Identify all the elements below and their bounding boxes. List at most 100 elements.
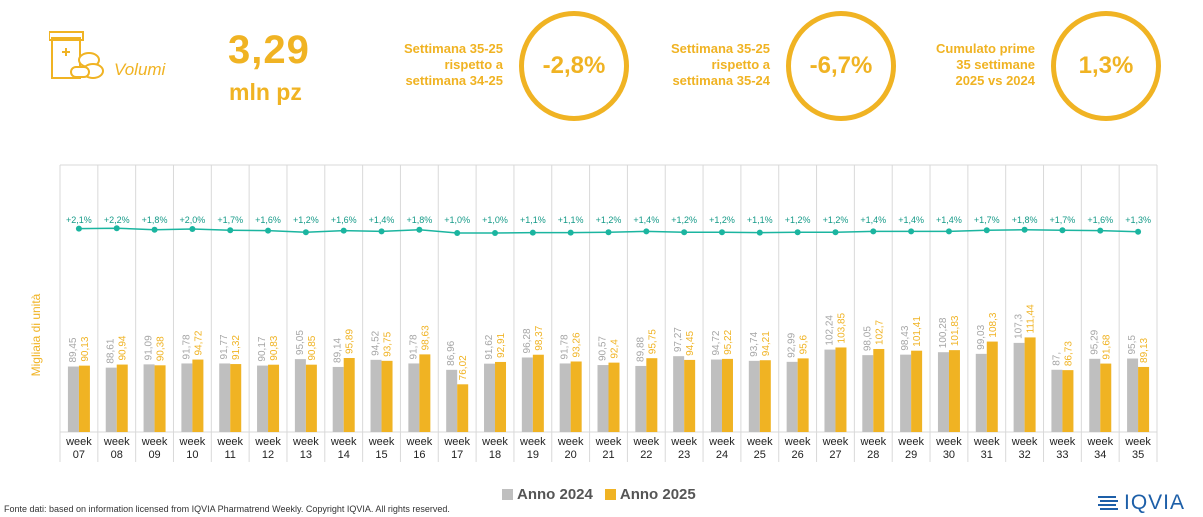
value-label-2024: 87, xyxy=(1051,352,1062,366)
growth-label: +1,0% xyxy=(482,215,508,225)
category-label: 15 xyxy=(375,449,387,461)
growth-point xyxy=(1097,227,1104,234)
bar-2025 xyxy=(797,358,809,432)
value-label-2025: 98,37 xyxy=(534,325,545,350)
value-label-2025: 90,94 xyxy=(118,335,129,360)
growth-label: +1,8% xyxy=(142,215,168,225)
value-label-2025: 76,02 xyxy=(458,355,469,380)
growth-point xyxy=(265,227,272,234)
bar-2024 xyxy=(521,357,533,432)
growth-point xyxy=(908,228,915,235)
bar-2025 xyxy=(986,341,998,432)
value-label-2025: 90,83 xyxy=(269,335,280,360)
value-label-2025: 93,75 xyxy=(383,331,394,356)
kpi-3-circle: 1,3% xyxy=(1051,11,1161,121)
bar-2024 xyxy=(1013,342,1025,432)
growth-point xyxy=(189,226,196,232)
category-label: 24 xyxy=(716,449,728,461)
bar-2024 xyxy=(635,365,647,432)
category-label: 20 xyxy=(565,449,577,461)
bar-2024 xyxy=(332,366,344,432)
category-label: week xyxy=(179,436,206,448)
category-label: week xyxy=(822,436,849,448)
category-label: week xyxy=(859,436,886,448)
value-label-2024: 91,78 xyxy=(181,334,192,359)
legend-item-2024: Anno 2024 xyxy=(502,486,593,503)
value-label-2024: 95,29 xyxy=(1089,329,1100,354)
category-label: week xyxy=(784,436,811,448)
kpi-2-value: -6,7% xyxy=(809,52,873,79)
category-label: week xyxy=(443,436,470,448)
growth-point xyxy=(1059,227,1066,234)
growth-label: +1,8% xyxy=(1012,215,1038,225)
kpi-2-label-line: Settimana 35-25 xyxy=(671,41,770,56)
category-label: 31 xyxy=(981,449,993,461)
bar-2025 xyxy=(684,359,696,432)
bar-2025 xyxy=(192,359,204,432)
kpi-3-label: Cumulato prime 35 settimane 2025 vs 2024 xyxy=(885,41,1035,89)
category-label: 18 xyxy=(489,449,501,461)
bar-2025 xyxy=(419,354,431,432)
kpi-1-label-line: Settimana 35-25 xyxy=(404,41,503,56)
legend-swatch-2024 xyxy=(502,489,513,500)
value-label-2024: 99,03 xyxy=(976,324,987,349)
value-label-2025: 95,89 xyxy=(345,329,356,354)
growth-label: +1,0% xyxy=(444,215,470,225)
bar-2024 xyxy=(1089,358,1101,432)
bar-2024 xyxy=(824,349,836,432)
kpi-1-label-line: settimana 34-25 xyxy=(405,73,503,88)
growth-point xyxy=(227,227,234,234)
bar-2024 xyxy=(408,363,420,432)
medicine-volume-icon xyxy=(48,30,105,82)
kpi-1-circle: -2,8% xyxy=(519,11,629,121)
category-label: 32 xyxy=(1018,449,1030,461)
category-label: 09 xyxy=(148,449,160,461)
category-label: 25 xyxy=(754,449,766,461)
category-label: 34 xyxy=(1094,449,1106,461)
weekly-volume-chart: Migliaia di unità 89,45 90,13week07+2,1%88… xyxy=(29,164,1158,462)
growth-point xyxy=(983,227,990,234)
kpi-1-label: Settimana 35-25 rispetto a settimana 34-… xyxy=(353,41,503,89)
growth-point xyxy=(113,225,120,232)
growth-label: +2,0% xyxy=(180,215,206,225)
category-label: 35 xyxy=(1132,449,1144,461)
value-label-2025: 94,45 xyxy=(685,330,696,355)
category-label: week xyxy=(481,436,508,448)
bar-2024 xyxy=(900,354,912,432)
growth-point xyxy=(718,229,725,236)
bar-2025 xyxy=(532,354,544,432)
value-label-2025: 92,91 xyxy=(496,332,507,357)
value-label-2025: 101,83 xyxy=(950,315,961,346)
category-label: 16 xyxy=(413,449,425,461)
bar-2024 xyxy=(181,363,193,432)
growth-label: +1,2% xyxy=(293,215,319,225)
category-label: 27 xyxy=(829,449,841,461)
kpi-3-label-line: 2025 vs 2024 xyxy=(955,73,1035,88)
category-label: week xyxy=(141,436,168,448)
bar-2025 xyxy=(268,364,280,432)
bar-2024 xyxy=(673,356,685,432)
bar-2025 xyxy=(911,350,923,432)
category-label: 12 xyxy=(262,449,274,461)
kpi-1-label-line: rispetto a xyxy=(444,57,503,72)
bar-2025 xyxy=(608,362,620,432)
growth-point xyxy=(378,228,385,235)
growth-point xyxy=(870,228,877,235)
category-label: 11 xyxy=(225,449,236,461)
y-axis-label: Migliaia di unità xyxy=(29,293,43,376)
growth-point xyxy=(151,226,158,233)
value-label-2025: 95,6 xyxy=(799,334,810,354)
legend-swatch-2025 xyxy=(604,489,616,500)
growth-label: +1,1% xyxy=(520,215,546,225)
value-label-2025: 102,7 xyxy=(874,320,885,345)
bar-2024 xyxy=(294,359,306,432)
growth-label: +1,2% xyxy=(671,215,697,225)
category-label: 28 xyxy=(867,449,879,461)
legend-label-2025: Anno 2025 xyxy=(619,486,696,503)
category-label: 29 xyxy=(905,449,917,461)
growth-label: +1,7% xyxy=(1050,215,1076,225)
kpi-2-label-line: rispetto a xyxy=(711,57,770,72)
value-label-2025: 98,63 xyxy=(420,325,431,350)
growth-point xyxy=(832,229,839,236)
value-label-2024: 97,27 xyxy=(673,327,684,352)
